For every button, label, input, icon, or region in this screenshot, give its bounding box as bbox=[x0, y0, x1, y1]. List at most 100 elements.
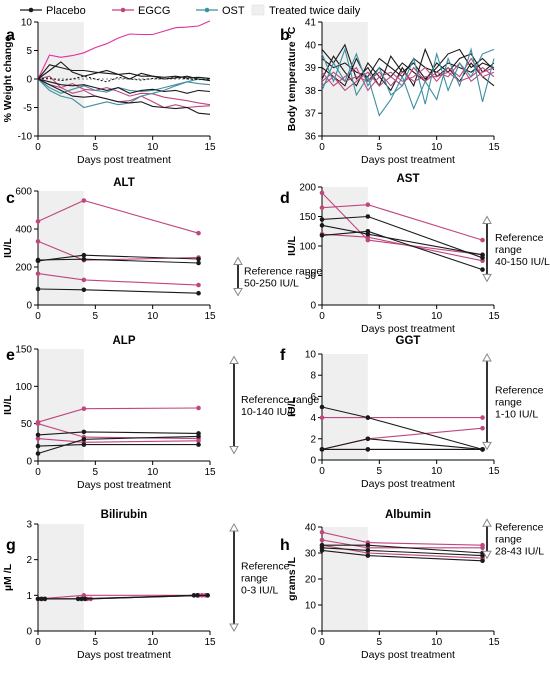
data-point-e-3-1 bbox=[81, 429, 87, 435]
data-point-f-3-1 bbox=[365, 415, 371, 420]
y-tick-label-e-3: 150 bbox=[15, 345, 32, 356]
data-point-d-4-0 bbox=[319, 223, 325, 228]
panel-title-d: AST bbox=[397, 173, 420, 185]
data-point-c-4-0 bbox=[35, 257, 41, 263]
y-tick-label-c-2: 400 bbox=[15, 225, 32, 236]
reference-arrow-head-top-h bbox=[482, 518, 492, 527]
reference-label-d-1: range bbox=[495, 244, 522, 256]
series-line-a-egcg-2 bbox=[37, 75, 211, 109]
data-point-d-1-1 bbox=[365, 202, 371, 207]
y-axis-label-h: grams /L bbox=[286, 557, 298, 601]
data-point-c-3-1 bbox=[81, 252, 87, 258]
data-point-g-0-1 bbox=[81, 593, 87, 598]
x-axis-label-d: Days post treatment bbox=[361, 323, 455, 335]
x-tick-label-g-2: 10 bbox=[147, 637, 159, 648]
y-tick-label-c-1: 200 bbox=[15, 263, 32, 274]
y-tick-label-a-0: -10 bbox=[18, 132, 33, 143]
x-tick-label-d-0: 0 bbox=[319, 311, 325, 322]
reference-label-f-2: 1-10 IU/L bbox=[495, 409, 538, 421]
panel-letter-f: f bbox=[280, 347, 286, 364]
data-point-g-4-0 bbox=[39, 596, 44, 602]
y-tick-label-f-2: 4 bbox=[310, 413, 316, 424]
x-tick-label-d-3: 15 bbox=[488, 311, 500, 322]
data-point-c-2-0 bbox=[35, 271, 41, 276]
series-line-a-placebo-8 bbox=[37, 78, 211, 115]
panel-letter-e: e bbox=[6, 347, 15, 364]
data-point-f-0-0 bbox=[319, 415, 325, 420]
x-tick-label-b-1: 5 bbox=[377, 142, 383, 153]
x-tick-label-f-3: 15 bbox=[488, 466, 500, 477]
data-point-c-0-0 bbox=[35, 219, 41, 224]
y-tick-label-d-0: 0 bbox=[310, 301, 316, 312]
x-axis-label-a: Days post treatment bbox=[77, 154, 171, 166]
x-tick-label-f-2: 10 bbox=[431, 466, 443, 477]
y-tick-label-c-3: 600 bbox=[15, 187, 32, 198]
x-axis-label-e: Days post treatment bbox=[77, 479, 171, 491]
y-tick-label-a-2: 0 bbox=[26, 75, 32, 86]
reference-label-h-0: Reference bbox=[495, 522, 544, 534]
series-line-a-egcg-0 bbox=[37, 20, 211, 80]
y-tick-label-e-0: 0 bbox=[26, 457, 32, 468]
data-point-c-0-2 bbox=[196, 230, 201, 236]
treatment-shade-e bbox=[38, 349, 84, 461]
reference-arrow-head-top-e bbox=[229, 355, 239, 364]
data-point-e-4-1 bbox=[81, 437, 87, 442]
y-tick-label-e-1: 50 bbox=[21, 419, 33, 430]
y-tick-label-g-0: 0 bbox=[26, 627, 32, 638]
series-line-a-ost-4 bbox=[37, 78, 211, 94]
series-line-b-ost-8 bbox=[321, 48, 495, 105]
data-point-c-4-2 bbox=[196, 260, 201, 266]
y-tick-label-b-2: 38 bbox=[305, 86, 317, 97]
reference-label-d-2: 40-150 IU/L bbox=[495, 256, 550, 268]
x-tick-label-c-2: 10 bbox=[147, 311, 159, 322]
data-point-c-2-2 bbox=[196, 282, 201, 288]
treatment-shade-f bbox=[322, 354, 368, 460]
data-point-g-5-2 bbox=[205, 593, 211, 598]
reference-arrow-head-bottom-c bbox=[233, 288, 243, 297]
x-tick-label-h-2: 10 bbox=[431, 637, 443, 648]
x-tick-label-c-0: 0 bbox=[35, 311, 41, 322]
x-tick-label-e-2: 10 bbox=[147, 467, 159, 478]
y-tick-label-f-1: 2 bbox=[310, 434, 316, 445]
data-point-f-5-0 bbox=[319, 447, 325, 452]
y-tick-label-h-2: 20 bbox=[305, 575, 317, 586]
y-tick-label-b-1: 37 bbox=[305, 109, 317, 120]
data-point-h-4-2 bbox=[480, 553, 485, 558]
reference-label-h-1: range bbox=[495, 534, 522, 546]
x-tick-label-g-1: 5 bbox=[93, 637, 99, 648]
data-point-h-1-2 bbox=[480, 545, 485, 551]
data-point-d-0-0 bbox=[319, 190, 325, 196]
data-point-d-3-1 bbox=[365, 214, 371, 219]
data-point-d-5-1 bbox=[365, 228, 371, 234]
x-tick-label-d-1: 5 bbox=[377, 311, 383, 322]
panel-letter-h: h bbox=[280, 537, 290, 554]
data-point-d-5-2 bbox=[480, 267, 485, 272]
y-tick-label-f-0: 0 bbox=[310, 456, 316, 467]
reference-arrow-head-bottom-e bbox=[229, 446, 239, 455]
y-tick-label-d-2: 100 bbox=[299, 242, 316, 253]
y-tick-label-a-4: 10 bbox=[21, 18, 33, 29]
panel-g: 0 1 2 3 0 5 10 15 Days post treatment µM /L Biliru… bbox=[2, 509, 290, 661]
data-point-e-2-0 bbox=[35, 436, 41, 441]
y-tick-label-d-4: 200 bbox=[299, 183, 316, 194]
x-tick-label-h-0: 0 bbox=[319, 637, 325, 648]
y-tick-label-f-3: 6 bbox=[310, 392, 316, 403]
treatment-shade-g bbox=[38, 524, 84, 631]
data-point-c-1-0 bbox=[35, 239, 41, 244]
x-axis-label-h: Days post treatment bbox=[361, 649, 455, 661]
reference-label-g-2: 0-3 IU/L bbox=[241, 585, 279, 597]
data-point-e-2-2 bbox=[196, 438, 201, 444]
data-point-d-1-0 bbox=[319, 205, 325, 210]
y-axis-label-f: IU/L bbox=[286, 397, 298, 417]
y-axis-label-a: % Weight change bbox=[2, 35, 14, 122]
series-line-a-placebo-6 bbox=[37, 75, 211, 83]
data-point-e-4-2 bbox=[196, 434, 201, 439]
reference-label-e-1: 10-140 IU/L bbox=[241, 406, 296, 418]
legend-item-ost: OST bbox=[196, 5, 245, 17]
legend-label-placebo: Placebo bbox=[46, 5, 86, 17]
panel-title-f: GGT bbox=[396, 335, 421, 347]
legend-swatch-shade bbox=[251, 4, 265, 16]
data-point-c-3-2 bbox=[196, 256, 201, 262]
